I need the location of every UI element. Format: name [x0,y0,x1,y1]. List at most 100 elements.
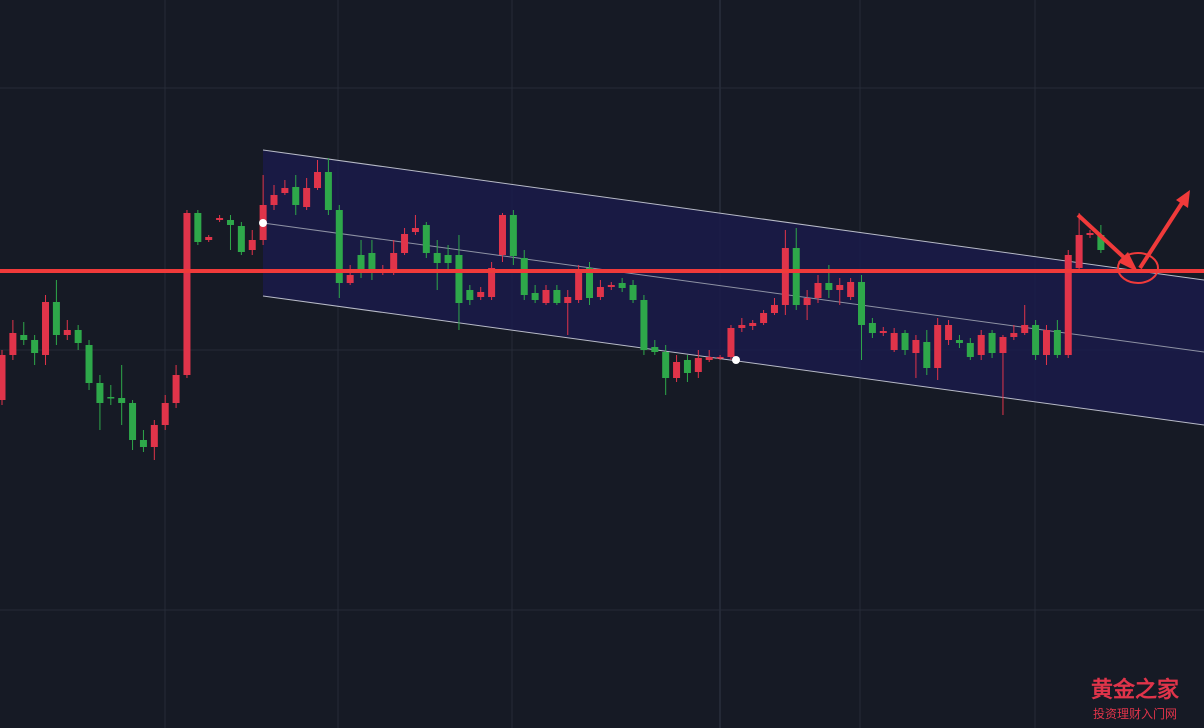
candle-body [96,383,104,403]
candle-body [705,357,713,360]
candle-body [42,302,50,355]
candle-body [85,345,93,383]
candle-body [1053,330,1061,355]
candle-body [629,285,637,300]
candle-body [498,215,506,255]
candle-body [727,328,735,357]
candle-body [553,290,561,303]
candle-body [814,283,822,298]
candle-body [945,325,953,340]
candle-body [825,283,833,290]
candle-body [74,330,82,343]
candle-body [618,283,626,288]
candle-body [63,330,71,335]
candle-body [955,340,963,343]
candle-body [596,287,604,297]
candle-body [216,218,224,220]
candle-body [694,358,702,372]
candle-body [172,375,180,403]
candle-body [161,403,169,425]
watermark-subtitle: 投资理财入门网 [1093,706,1177,721]
candle-body [858,282,866,325]
candle-body [237,226,245,252]
candle-body [205,237,213,240]
candle-body [1097,235,1105,250]
candle-body [20,335,28,340]
candle-body [770,305,778,313]
candle-body [520,258,528,295]
candle-body [868,323,876,333]
candle-body [1064,255,1072,355]
candle-body [303,188,311,207]
candle-body [324,172,332,210]
candle-body [357,255,365,272]
candle-body [183,213,191,375]
candle-body [52,302,60,335]
candle-body [1075,235,1083,268]
candle-body [662,352,670,378]
candle-body [651,347,659,352]
candle-body [640,300,648,350]
candle-body [531,293,539,300]
candle-body [749,323,757,326]
candle-body [792,248,800,305]
candle-body [760,313,768,323]
candle-body [390,253,398,270]
candle-body [139,440,147,447]
candles [0,158,1105,460]
candle-body [9,333,17,355]
candle-body [411,228,419,232]
candle-body [781,248,789,305]
candle-body [966,343,974,357]
candle-body [0,355,6,400]
watermark-title: 黄金之家 [1091,677,1180,703]
candle-body [346,275,354,283]
candle-body [1086,233,1094,235]
candle-body [1032,325,1040,355]
candle-body [901,333,909,350]
candle-body [890,333,898,350]
candle-body [836,285,844,290]
candle-body [433,253,441,263]
candle-body [803,298,811,305]
candle-body [270,195,278,205]
candle-body [150,425,158,447]
candle-body [281,188,289,193]
candle-body [466,290,474,300]
candle-body [401,234,409,253]
candle-body [31,340,39,353]
candle-body [248,240,256,250]
candle-body [934,325,942,368]
candle-body [368,253,376,272]
candle-body [977,335,985,355]
candle-body [1010,333,1018,337]
candle-body [455,255,463,303]
candle-body [586,268,594,298]
candle-body [194,213,202,242]
candle-body [542,290,550,303]
candle-body [314,172,322,188]
candle-body [847,282,855,297]
candle-body [335,210,343,283]
candle-body [923,342,931,368]
candle-body [118,398,126,403]
candle-body [422,225,430,253]
candle-body [1042,330,1050,355]
candle-body [716,357,724,359]
candle-body [673,362,681,378]
candle-body [292,187,300,205]
candle-body [999,337,1007,353]
candle-body [488,268,496,297]
annotations [259,190,1190,364]
candle-body [738,325,746,328]
candle-body [575,270,583,300]
candle-body [444,255,452,263]
candle-body [477,292,485,297]
candle-body [226,220,234,225]
candle-body [1021,325,1029,333]
candle-body [107,397,115,399]
candle-body [129,403,137,440]
candle-body [879,331,887,333]
candle-body [912,340,920,353]
